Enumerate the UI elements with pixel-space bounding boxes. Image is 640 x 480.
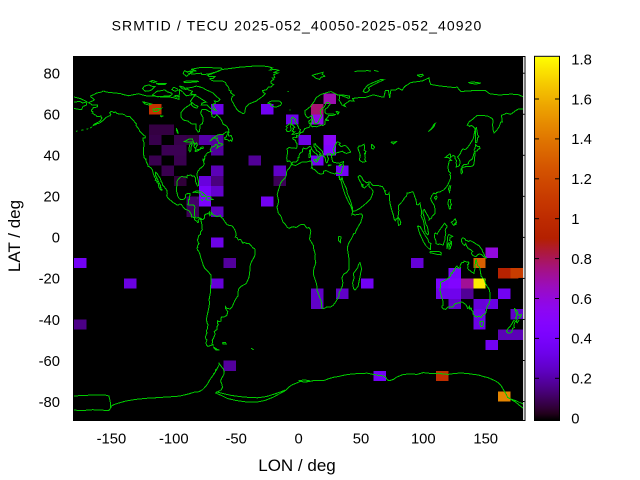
svg-text:100: 100	[411, 431, 436, 447]
svg-text:1.8: 1.8	[571, 52, 592, 68]
svg-text:40: 40	[44, 149, 60, 165]
svg-text:-60: -60	[39, 354, 60, 370]
svg-text:1.2: 1.2	[571, 172, 592, 188]
svg-text:SRMTID / TECU 2025-052_40050-2: SRMTID / TECU 2025-052_40050-2025-052_40…	[112, 18, 483, 34]
svg-text:-100: -100	[159, 431, 189, 447]
svg-text:0.4: 0.4	[571, 332, 592, 348]
svg-text:0.6: 0.6	[571, 292, 592, 308]
svg-text:-40: -40	[39, 313, 60, 329]
svg-text:0.8: 0.8	[571, 252, 592, 268]
svg-text:-150: -150	[97, 431, 127, 447]
svg-text:80: 80	[44, 67, 60, 83]
svg-text:50: 50	[353, 431, 369, 447]
svg-text:0.2: 0.2	[571, 372, 592, 388]
svg-text:1.4: 1.4	[571, 132, 592, 148]
svg-text:-80: -80	[39, 395, 60, 411]
svg-text:0: 0	[571, 412, 579, 428]
svg-text:0: 0	[294, 431, 302, 447]
svg-text:LAT / deg: LAT / deg	[5, 200, 24, 272]
svg-text:150: 150	[473, 431, 498, 447]
svg-text:0: 0	[52, 231, 60, 247]
svg-text:1.6: 1.6	[571, 92, 592, 108]
svg-text:60: 60	[44, 108, 60, 124]
svg-text:20: 20	[44, 190, 60, 206]
svg-text:LON / deg: LON / deg	[258, 456, 336, 475]
svg-text:1: 1	[571, 212, 579, 228]
svg-text:-50: -50	[226, 431, 247, 447]
svg-text:-20: -20	[39, 272, 60, 288]
